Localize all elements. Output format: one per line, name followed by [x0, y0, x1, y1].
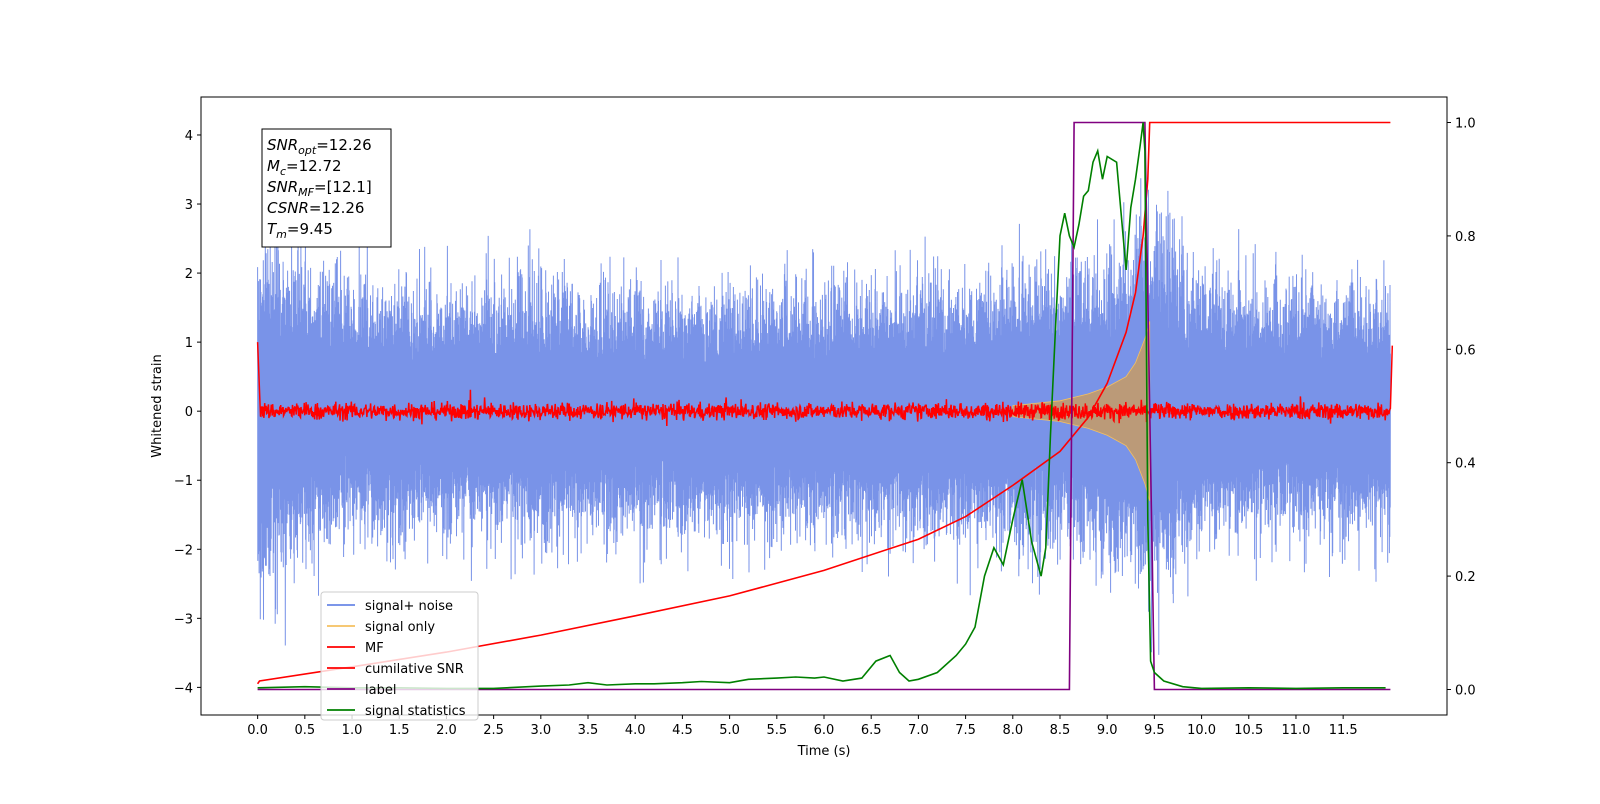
y-tick-label: 1: [185, 336, 193, 351]
info-line: SNRopt=12.26: [267, 136, 372, 157]
y-tick-label: 2: [185, 267, 193, 282]
series-mf: [256, 342, 1394, 427]
y-tick-label: −2: [174, 543, 193, 558]
x-tick-label: 10.0: [1187, 723, 1216, 738]
x-tick-label: 7.5: [955, 723, 976, 738]
x-tick-label: 9.0: [1097, 723, 1118, 738]
x-tick-label: 2.5: [483, 723, 504, 738]
x-tick-label: 0.0: [247, 723, 268, 738]
x-axis: 0.0 0.5 1.0 1.5 2.0 2.5 3.0 3.5 4.0 4.5 5.0 5.5 6.0 6…: [247, 715, 1358, 738]
x-tick-label: 8.0: [1002, 723, 1023, 738]
info-value: =12.26: [309, 199, 365, 217]
legend-entry: label: [365, 683, 396, 698]
y2-tick-label: 0.6: [1455, 343, 1476, 358]
x-tick-label: 8.5: [1050, 723, 1071, 738]
info-subscript: MF: [298, 186, 314, 199]
info-value: =12.72: [286, 157, 342, 175]
y2-tick-label: 0.2: [1455, 570, 1476, 585]
x-tick-label: 11.0: [1281, 723, 1310, 738]
x-tick-label: 6.5: [861, 723, 882, 738]
x-tick-label: 2.0: [436, 723, 457, 738]
y-tick-label: 4: [185, 129, 193, 144]
info-subscript: m: [276, 228, 287, 241]
info-main: CSNR: [267, 199, 309, 217]
legend-entry: MF: [365, 641, 384, 656]
y2-tick-label: 1.0: [1455, 117, 1476, 132]
info-value: =[12.1]: [314, 178, 372, 196]
y2-tick-label: 0.4: [1455, 457, 1476, 472]
x-tick-label: 6.0: [814, 723, 835, 738]
info-line: CSNR=12.26: [267, 199, 364, 217]
y-axis-label: Whitened strain: [150, 354, 165, 457]
x-tick-label: 9.5: [1144, 723, 1165, 738]
series-label: [257, 121, 1391, 691]
y-axis-left: −4 −3 −2 −1 0 1 2 3 4: [174, 129, 201, 696]
info-box-frame: [261, 128, 392, 248]
x-tick-label: 5.0: [719, 723, 740, 738]
info-main: M: [267, 157, 280, 175]
y-axis-right: 0.0 0.2 0.4 0.6 0.8 1.0: [1447, 117, 1476, 698]
series-signal-statistics: [257, 122, 1386, 690]
legend-entry: signal+ noise: [365, 599, 453, 614]
x-tick-label: 4.0: [625, 723, 646, 738]
x-tick-label: 3.5: [578, 723, 599, 738]
info-line: Mc=12.72: [267, 157, 342, 178]
info-box: SNRopt=12.26Mc=12.72SNRMF=[12.1]CSNR=12.…: [261, 128, 392, 248]
info-main: SNR: [267, 136, 298, 154]
x-axis-label: Time (s): [797, 744, 851, 759]
info-line: SNRMF=[12.1]: [267, 178, 372, 199]
x-tick-label: 7.0: [908, 723, 929, 738]
y2-tick-label: 0.8: [1455, 230, 1476, 245]
x-tick-label: 0.5: [294, 723, 315, 738]
x-tick-label: 4.5: [672, 723, 693, 738]
info-line: Tm=9.45: [267, 220, 333, 241]
x-tick-label: 5.5: [766, 723, 787, 738]
x-tick-label: 3.0: [530, 723, 551, 738]
info-subscript: opt: [298, 144, 317, 157]
legend-entry: cumilative SNR: [365, 662, 464, 677]
legend: signal+ noise signal only MF cumilative SNR…: [320, 591, 479, 721]
y-tick-label: −4: [174, 681, 193, 696]
info-value: =9.45: [287, 220, 333, 238]
x-tick-label: 1.5: [389, 723, 410, 738]
y-tick-label: 3: [185, 198, 193, 213]
info-main: SNR: [267, 178, 298, 196]
legend-entry: signal statistics: [365, 704, 466, 719]
info-main: T: [267, 220, 278, 238]
y2-tick-label: 0.0: [1455, 683, 1476, 698]
legend-entry: signal only: [365, 620, 435, 635]
legend-frame: [320, 591, 479, 721]
info-value: =12.26: [316, 136, 372, 154]
y-tick-label: 0: [185, 405, 193, 420]
info-subscript: c: [280, 165, 286, 178]
y-tick-label: −1: [174, 474, 193, 489]
y-tick-label: −3: [174, 612, 193, 627]
x-tick-label: 10.5: [1234, 723, 1263, 738]
x-tick-label: 1.0: [342, 723, 363, 738]
series-signal-noise: [257, 178, 1391, 655]
x-tick-label: 11.5: [1329, 723, 1358, 738]
